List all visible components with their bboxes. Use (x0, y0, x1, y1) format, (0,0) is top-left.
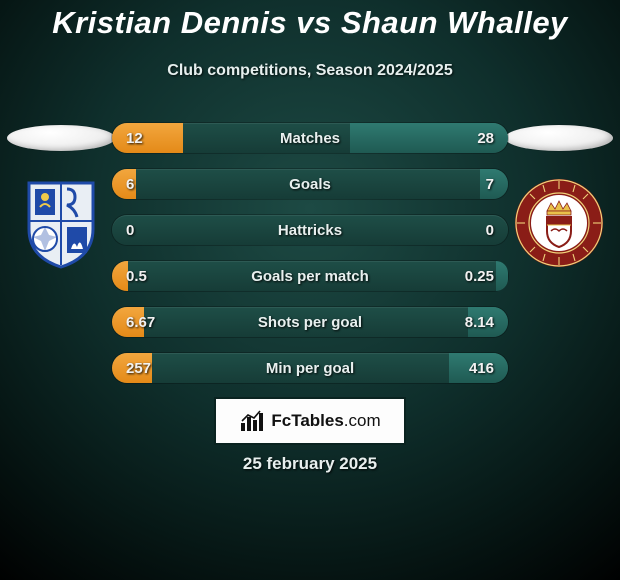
stat-value-right: 416 (469, 353, 494, 383)
stat-value-right: 28 (477, 123, 494, 153)
title-player1: Kristian Dennis (52, 5, 287, 40)
stat-value-right: 0.25 (465, 261, 494, 291)
stat-fill-right (496, 261, 508, 291)
chart-bars-icon (239, 409, 267, 433)
club-crest-left (15, 177, 107, 269)
stat-value-left: 6.67 (126, 307, 155, 337)
stat-fill-right (480, 169, 508, 199)
player-right-column (504, 125, 614, 269)
stat-value-left: 0.5 (126, 261, 147, 291)
stat-label: Goals (112, 176, 508, 193)
club-crest-right (513, 177, 605, 269)
player-left-column (6, 125, 116, 269)
page-title: Kristian Dennis vs Shaun Whalley (0, 5, 620, 41)
stat-label: Shots per goal (112, 314, 508, 331)
title-vs: vs (296, 5, 331, 40)
player-right-avatar (505, 125, 613, 151)
stat-fill-left (112, 123, 183, 153)
logo-suffix: .com (344, 411, 381, 430)
stat-row: 1228Matches (112, 123, 508, 153)
stat-row: 0 0Hattricks (112, 215, 508, 245)
comparison-card: Kristian Dennis vs Shaun Whalley Club co… (0, 0, 620, 580)
stat-row: 6 7Goals (112, 169, 508, 199)
stat-value-left: 12 (126, 123, 143, 153)
stat-value-right: 0 (486, 215, 494, 245)
stat-value-right: 8.14 (465, 307, 494, 337)
tranmere-crest-icon (15, 177, 107, 269)
fctables-logo: FcTables.com (214, 397, 406, 445)
stat-row: 6.67 8.14Shots per goal (112, 307, 508, 337)
stat-label: Hattricks (112, 222, 508, 239)
stats-container: 1228Matches67Goals00Hattricks0.50.25Goal… (112, 123, 508, 383)
stat-value-left: 6 (126, 169, 134, 199)
date-label: 25 february 2025 (0, 454, 620, 474)
accrington-crest-icon (513, 177, 605, 269)
logo-text: FcTables.com (271, 411, 380, 431)
stat-row: 0.5 0.25Goals per match (112, 261, 508, 291)
subtitle: Club competitions, Season 2024/2025 (0, 62, 620, 80)
title-player2: Shaun Whalley (341, 5, 568, 40)
player-left-avatar (7, 125, 115, 151)
stat-row: 257416Min per goal (112, 353, 508, 383)
stat-label: Goals per match (112, 268, 508, 285)
logo-main: Tables (291, 411, 344, 430)
stat-value-left: 257 (126, 353, 151, 383)
stat-value-left: 0 (126, 215, 134, 245)
stat-value-right: 7 (486, 169, 494, 199)
logo-prefix: Fc (271, 411, 291, 430)
